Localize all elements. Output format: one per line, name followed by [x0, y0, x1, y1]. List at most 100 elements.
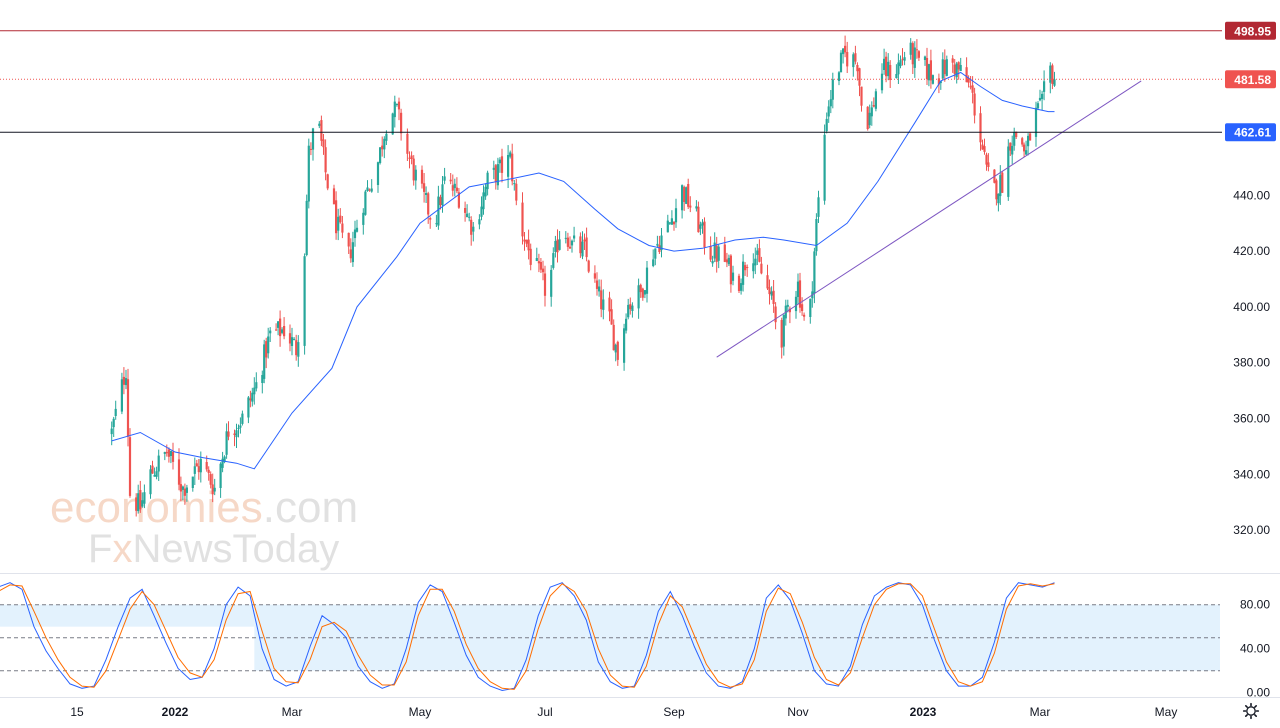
candle-body	[112, 418, 115, 428]
candle-body	[717, 246, 720, 261]
stochastic-d-line	[0, 583, 1055, 690]
price-pane: economies.com FxNewsToday	[0, 30, 1222, 571]
candle-body	[393, 101, 396, 118]
time-tick-label: 2023	[910, 705, 937, 719]
candle-body	[523, 239, 526, 242]
candle-body	[803, 314, 806, 317]
candle	[614, 343, 617, 362]
candle-body	[521, 202, 524, 237]
candle-body	[995, 180, 998, 200]
candle	[251, 387, 254, 407]
candle-body	[687, 184, 690, 207]
candle	[395, 103, 398, 107]
candle-body	[770, 291, 773, 296]
settings-gear-icon[interactable]	[1242, 702, 1260, 720]
candle	[953, 59, 956, 80]
candle	[740, 278, 743, 295]
candle	[275, 323, 278, 331]
candle-body	[322, 139, 325, 148]
candle	[945, 55, 948, 77]
candle-body	[141, 500, 144, 507]
stochastic-axis[interactable]: 0.00 40.00 80.00	[1240, 598, 1270, 700]
candle-body	[339, 215, 342, 223]
candle-body	[466, 213, 469, 218]
candle	[376, 161, 380, 193]
candle	[406, 128, 409, 161]
candle-body	[383, 138, 386, 150]
candle	[839, 50, 843, 73]
candle	[643, 290, 646, 299]
candle	[239, 417, 242, 434]
candle	[731, 265, 735, 286]
candle-body	[529, 248, 532, 265]
candle-body	[973, 93, 976, 116]
candle	[979, 106, 982, 151]
candle	[507, 145, 510, 188]
candle	[137, 484, 140, 514]
candle-body	[681, 185, 684, 211]
candle	[608, 291, 611, 322]
candle-body	[1011, 146, 1014, 155]
candle-body	[899, 60, 902, 67]
candle-body	[221, 458, 224, 468]
candle	[207, 466, 210, 481]
candle-body	[825, 118, 828, 132]
candle-body	[794, 296, 798, 312]
candle-body	[639, 284, 642, 293]
candle	[509, 150, 512, 159]
candle-body	[874, 91, 877, 109]
candle-body	[883, 58, 886, 70]
candle	[573, 226, 576, 243]
candle	[443, 167, 446, 185]
candle	[221, 451, 224, 473]
candle	[391, 112, 394, 135]
candle	[654, 248, 657, 266]
candle-body	[195, 463, 198, 467]
candle	[165, 444, 168, 457]
candle	[478, 214, 481, 230]
candle-body	[744, 265, 747, 271]
candle-body	[967, 78, 970, 83]
candle	[911, 41, 914, 74]
candle	[449, 173, 452, 185]
candle-body	[213, 487, 216, 492]
moving-average-line	[111, 71, 1055, 470]
candle	[660, 228, 663, 258]
candle-body	[897, 62, 900, 75]
candle	[183, 483, 186, 505]
candle-body	[397, 101, 401, 110]
candle	[167, 447, 170, 463]
candle	[758, 239, 761, 263]
candle-body	[697, 206, 700, 233]
candle	[981, 139, 984, 150]
candle-body	[737, 275, 741, 291]
candle	[901, 48, 904, 66]
price-axis[interactable]: 320.00 340.00 360.00 380.00 400.00 420.00 440.…	[1233, 188, 1270, 537]
candle	[263, 339, 266, 384]
time-axis[interactable]: 15 2022 Mar May Jul Sep Nov 2023 Mar May	[70, 705, 1177, 719]
candle-body	[535, 258, 538, 261]
candle	[809, 298, 812, 324]
candle	[379, 147, 382, 165]
level-label-box	[1225, 70, 1276, 89]
candle	[852, 52, 855, 77]
candle	[568, 236, 572, 249]
candle-body	[353, 229, 357, 239]
candle	[846, 41, 849, 73]
candle-body	[1023, 144, 1026, 152]
candle	[872, 97, 875, 108]
candle	[715, 236, 718, 273]
candle-body	[295, 340, 298, 356]
candle-body	[1009, 142, 1012, 151]
candle	[455, 177, 458, 194]
candle-body	[715, 245, 718, 262]
candle	[701, 219, 704, 234]
candle-body	[451, 185, 454, 191]
candle-body	[672, 222, 676, 225]
candle	[558, 231, 561, 251]
candle-body	[425, 193, 428, 195]
candle-body	[608, 297, 611, 312]
candle	[141, 492, 144, 508]
candle-body	[427, 193, 430, 215]
candle-body	[858, 68, 861, 86]
